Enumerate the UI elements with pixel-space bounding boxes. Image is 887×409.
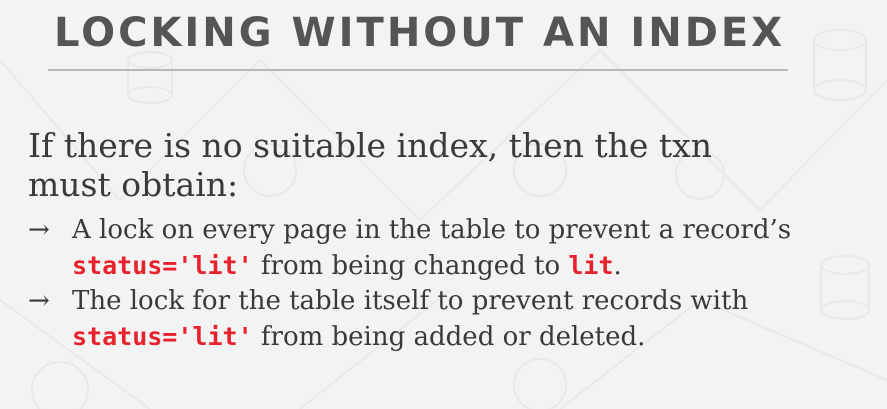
bullet-text: A lock on every page in the table to pre…: [72, 215, 792, 245]
bullet-list: → A lock on every page in the table to p…: [28, 213, 848, 355]
bullet-text: from being added or deleted.: [252, 322, 646, 352]
bullet-text: The lock for the table itself to prevent…: [72, 286, 749, 316]
bullet-text: .: [613, 251, 622, 281]
bullet-item-table-lock: → The lock for the table itself to preve…: [28, 284, 848, 355]
intro-paragraph: If there is no suitable index, then the …: [28, 126, 713, 204]
code-snippet: status='lit': [72, 322, 253, 351]
code-snippet: status='lit': [72, 251, 253, 280]
slide-title: LOCKING WITHOUT AN INDEX: [54, 10, 786, 56]
code-snippet: lit: [568, 251, 614, 280]
bullet-item-page-locks: → A lock on every page in the table to p…: [28, 213, 848, 284]
arrow-right-icon: →: [28, 286, 50, 316]
arrow-right-icon: →: [28, 215, 50, 245]
bullet-text: from being changed to: [252, 251, 569, 281]
title-underline: [48, 69, 788, 71]
